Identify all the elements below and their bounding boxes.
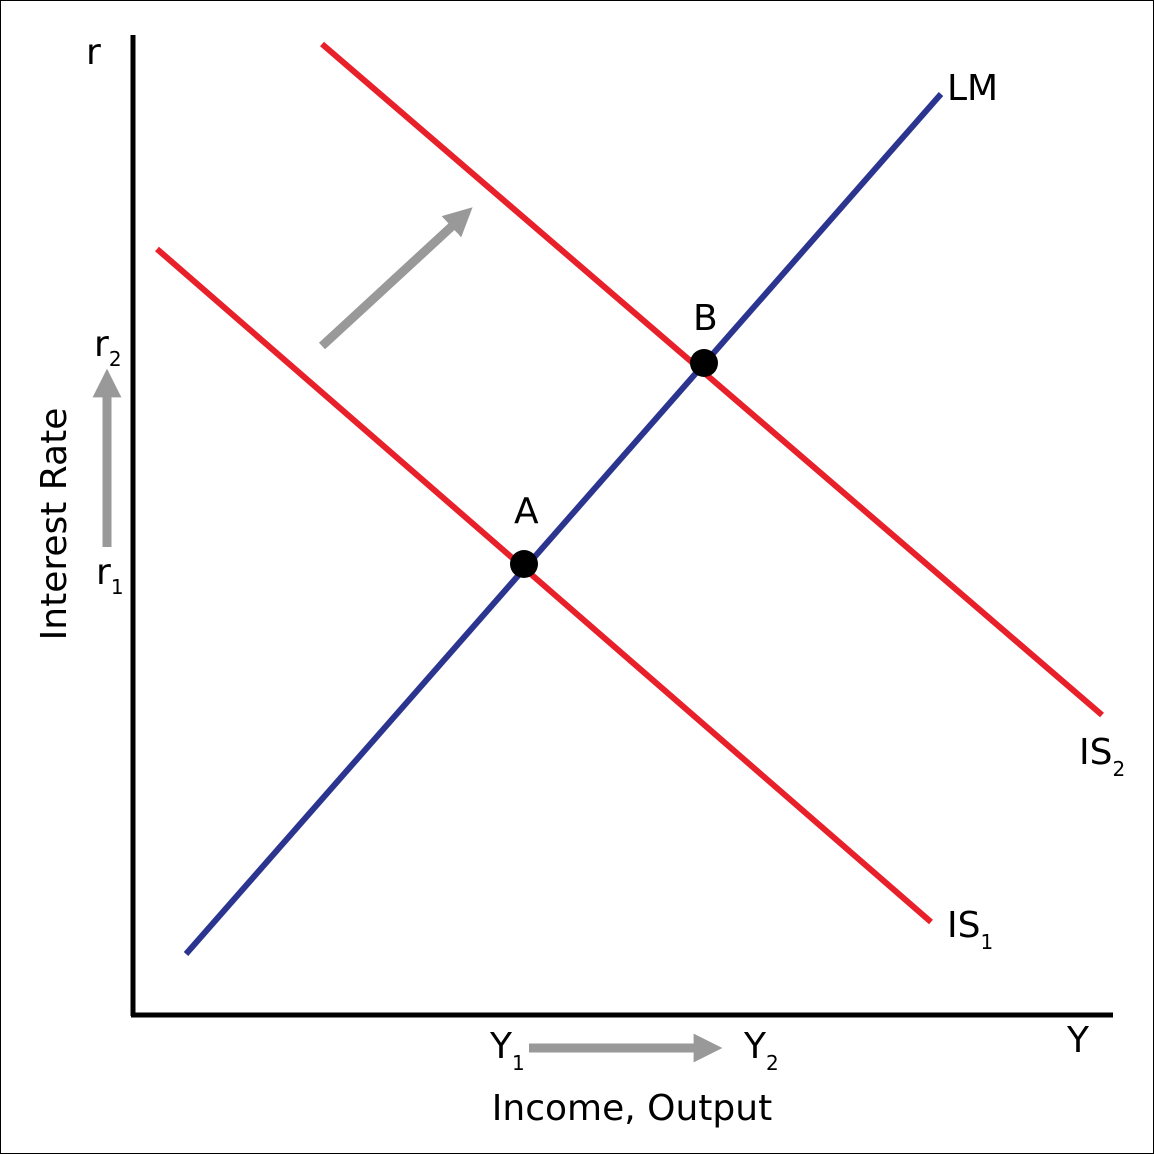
is2-curve: [320, 41, 1104, 718]
lm-label: LM: [947, 68, 998, 109]
y1-label: Y1: [489, 1026, 525, 1075]
r1-label: r1: [96, 552, 124, 599]
is1-label: IS1: [947, 905, 993, 954]
equilibrium-point-a: [510, 550, 538, 578]
is1-curve: [155, 246, 933, 925]
equilibrium-point-b: [690, 349, 718, 377]
point-b-label: B: [693, 298, 718, 339]
point-a-label: A: [514, 491, 539, 532]
x-axis-symbol: Y: [1066, 1020, 1090, 1061]
y2-label: Y2: [743, 1026, 779, 1075]
lm-curve: [183, 92, 944, 956]
x-axis-title: Income, Output: [492, 1088, 772, 1129]
is-shift-arrow: [318, 207, 473, 350]
y-axis-title: Interest Rate: [34, 408, 75, 641]
y-axis-symbol: r: [86, 32, 101, 73]
is2-label: IS2: [1079, 732, 1125, 781]
r2-label: r2: [94, 324, 122, 371]
